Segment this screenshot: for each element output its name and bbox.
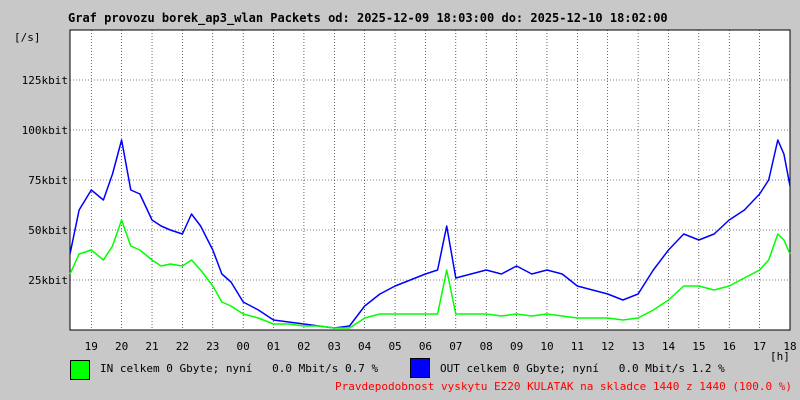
footer-note: Pravdepodobnost vyskytu E220 KULATAK na …	[335, 380, 792, 393]
x-tick-label: 04	[358, 340, 372, 353]
x-tick-label: 21	[145, 340, 158, 353]
chart-title: Graf provozu borek_ap3_wlan Packets od: …	[68, 11, 668, 26]
x-axis-unit: [h]	[770, 350, 790, 363]
x-tick-label: 00	[237, 340, 250, 353]
x-tick-label: 20	[115, 340, 128, 353]
legend-out-text: OUT celkem 0 Gbyte; nyní 0.0 Mbit/s 1.2 …	[440, 362, 725, 375]
x-tick-label: 09	[510, 340, 523, 353]
x-tick-label: 16	[723, 340, 736, 353]
x-tick-label: 02	[297, 340, 310, 353]
y-axis-unit: [/s]	[14, 31, 41, 44]
x-tick-label: 03	[328, 340, 341, 353]
legend-out-swatch	[410, 358, 430, 378]
x-tick-label: 07	[449, 340, 462, 353]
x-tick-label: 08	[480, 340, 493, 353]
x-tick-label: 01	[267, 340, 280, 353]
legend-in-swatch	[70, 360, 90, 380]
x-tick-label: 14	[662, 340, 676, 353]
y-tick-labels: 25kbit 50kbit 75kbit 100kbit 125kbit	[22, 74, 68, 287]
x-tick-label: 06	[419, 340, 432, 353]
x-tick-label: 12	[601, 340, 614, 353]
y-tick-label: 25kbit	[28, 274, 68, 287]
x-tick-label: 17	[753, 340, 766, 353]
series-layer	[69, 139, 791, 329]
x-tick-label: 13	[631, 340, 644, 353]
x-tick-label: 22	[176, 340, 189, 353]
x-tick-label: 23	[206, 340, 219, 353]
x-tick-label: 15	[692, 340, 705, 353]
y-tick-label: 75kbit	[28, 174, 68, 187]
legend-in-text: IN celkem 0 Gbyte; nyní 0.0 Mbit/s 0.7 %	[100, 362, 379, 375]
y-tick-label: 125kbit	[22, 74, 68, 87]
x-tick-label: 11	[571, 340, 584, 353]
x-tick-label: 18	[783, 340, 796, 353]
x-tick-label: 10	[540, 340, 553, 353]
y-tick-label: 100kbit	[22, 124, 68, 137]
series-line-out	[69, 139, 791, 329]
series-line-in	[69, 219, 791, 329]
x-tick-label: 19	[85, 340, 98, 353]
y-tick-label: 50kbit	[28, 224, 68, 237]
x-tick-label: 05	[388, 340, 401, 353]
x-tick-labels: 19 20 21 22 23 00 01 02 03 04 05 06 07 08 09 10 11 12 13 14…	[85, 340, 797, 353]
grid-lines	[70, 30, 791, 330]
